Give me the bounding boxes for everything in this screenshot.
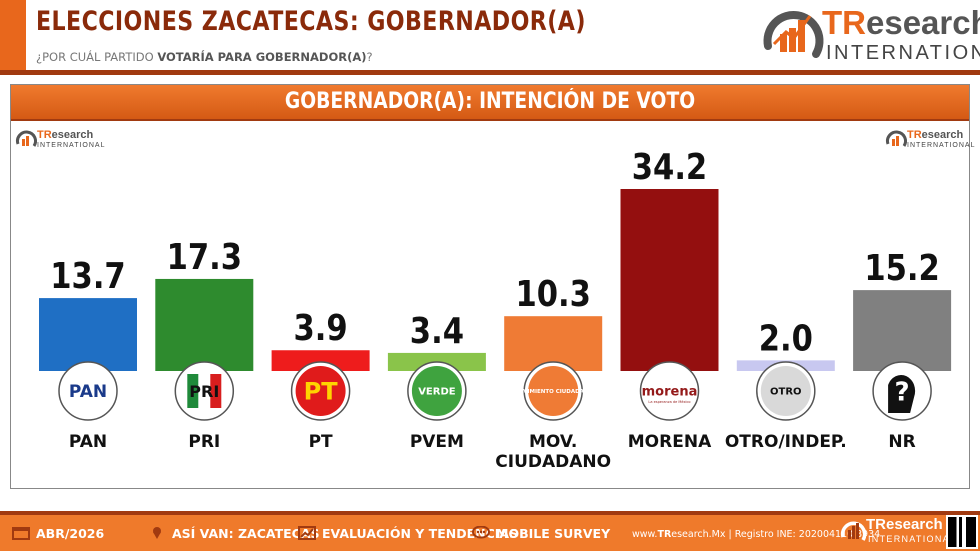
- category-label: NR: [888, 432, 915, 452]
- category-label: MORENA: [628, 432, 712, 452]
- logo-subtext: INTERNATIONAL: [826, 42, 980, 64]
- mini-logo-text: TResearch: [37, 129, 94, 141]
- footer-item-mobile-survey-text: MOBILE SURVEY: [496, 526, 611, 541]
- badge-fill: [411, 366, 462, 416]
- chart-title: GOBERNADOR(A): INTENCIÓN DE VOTO: [284, 89, 696, 114]
- data-label: 10.3: [515, 273, 590, 315]
- pvem-logo-icon: VERDE: [407, 361, 467, 421]
- subtitle-lead: ¿POR CUÁL PARTIDO: [36, 50, 158, 64]
- page-subtitle: ¿POR CUÁL PARTIDO VOTARÍA PARA GOBERNADO…: [36, 50, 373, 64]
- tresearch-footer-icon: [840, 521, 866, 541]
- badge-text: MOVIMIENTO CIUDADANO: [513, 389, 593, 395]
- footer-item-asi-van-text: ASÍ VAN: ZACATECAS: [172, 526, 320, 541]
- badge-text: VERDE: [418, 387, 456, 398]
- badge-text: ?: [895, 377, 910, 407]
- tresearch-swoosh-icon: [763, 10, 824, 58]
- data-label: 17.3: [167, 236, 242, 278]
- bar-pri: [155, 278, 254, 371]
- category-label: CIUDADANO: [495, 452, 611, 472]
- mini-logo-text: TResearch: [907, 129, 964, 141]
- site-bold: TR: [657, 529, 672, 540]
- badge-text: OTRO: [770, 387, 802, 398]
- badge-text: PAN: [69, 382, 107, 402]
- pri-green-stripe: [187, 374, 199, 408]
- mini-logo-right: TResearch INTERNATIONAL: [885, 129, 975, 153]
- footer-logo-text: TResearch: [866, 516, 943, 533]
- tresearch-mini-icon: [16, 130, 37, 147]
- chart-trend-icon: [298, 526, 316, 540]
- calendar-icon: [12, 527, 30, 540]
- mini-logo-left: TResearch INTERNATIONAL: [15, 129, 105, 153]
- badge-fill: [63, 366, 113, 416]
- footer-item-evaluacion: EVALUACIÓN Y TENDENCIAS: [298, 526, 518, 541]
- footer-item-asi-van: ASÍ VAN: ZACATECAS: [148, 526, 320, 541]
- otro-logo-icon: OTRO: [756, 361, 816, 421]
- bar-chart: 13.7 PAN PAN 17.3 PRI PRI 3.9 PT PT 3.4 VERDE PVEM 1…: [39, 146, 952, 472]
- pt-logo-icon: PT: [290, 361, 351, 421]
- mini-logo-subtext: INTERNATIONAL: [907, 142, 976, 149]
- badge-fill: [760, 366, 811, 416]
- badge-fill: [644, 366, 695, 416]
- chat-bubble-icon: [472, 526, 490, 539]
- header: ELECCIONES ZACATECAS: GOBERNADOR(A) ¿POR…: [0, 0, 980, 70]
- category-label: MOV.: [529, 432, 577, 452]
- pan-logo-icon: PAN: [58, 361, 118, 421]
- registro-ine: | Registro INE: 202004110I8934: [725, 529, 881, 540]
- head-silhouette: [888, 374, 916, 413]
- category-label: OTRO/INDEP.: [725, 432, 847, 452]
- mini-logo-subtext: INTERNATIONAL: [37, 142, 106, 149]
- tresearch-mini-icon: [886, 130, 907, 147]
- data-label: 3.9: [294, 307, 348, 349]
- bar-nr: [853, 290, 952, 371]
- header-accent-bar: [0, 0, 26, 70]
- badge-text: morena: [642, 385, 698, 400]
- category-label: PAN: [69, 432, 107, 452]
- footer-item-mobile-survey: MOBILE SURVEY: [472, 526, 610, 541]
- badge-subtext: La esperanza de México: [648, 400, 690, 404]
- logo-text: TResearch: [822, 4, 980, 41]
- badge-fill: [295, 366, 346, 416]
- tresearch-logo: TResearch INTERNATIONAL: [760, 2, 980, 68]
- question-head-icon: ?: [872, 361, 932, 421]
- bar-morena: [620, 189, 719, 371]
- footer-date-text: ABR/2026: [36, 526, 105, 541]
- site-prefix: www.: [632, 529, 658, 540]
- footer-logo: TResearch INTERNATIONAL: [840, 515, 955, 549]
- footer-logo-subtext: INTERNATIONAL: [868, 534, 957, 544]
- category-label: PRI: [188, 432, 220, 452]
- qr-code-icon: [946, 515, 978, 549]
- category-label: PT: [309, 432, 333, 452]
- subtitle-bold: VOTARÍA PARA GOBERNADOR(A): [157, 50, 367, 64]
- mc-logo-icon: MOVIMIENTO CIUDADANO: [513, 361, 594, 421]
- bar-pt: [271, 350, 370, 371]
- chart-panel: GOBERNADOR(A): INTENCIÓN DE VOTO TResear…: [10, 84, 975, 489]
- footer: ABR/2026 ASÍ VAN: ZACATECAS EVALUACIÓN Y…: [0, 511, 980, 551]
- panel-header: GOBERNADOR(A): INTENCIÓN DE VOTO: [11, 85, 969, 121]
- badge-fill: [528, 366, 579, 416]
- pri-red-stripe: [210, 374, 222, 408]
- data-label: 13.7: [50, 255, 125, 297]
- badge-text: PT: [304, 378, 339, 406]
- header-rule: [0, 70, 980, 75]
- data-label: 3.4: [410, 310, 464, 352]
- footer-item-evaluacion-text: EVALUACIÓN Y TENDENCIAS: [322, 526, 519, 541]
- badge-text: PRI: [189, 382, 219, 401]
- page-title: ELECCIONES ZACATECAS: GOBERNADOR(A): [36, 6, 586, 37]
- data-label: 15.2: [864, 247, 939, 289]
- pri-logo-icon: PRI: [174, 361, 235, 421]
- data-label: 2.0: [759, 317, 813, 359]
- data-label: 34.2: [632, 146, 707, 188]
- bar-pan: [39, 298, 137, 371]
- map-pin-icon: [153, 527, 161, 539]
- category-label: PVEM: [410, 432, 464, 452]
- footer-date: ABR/2026: [12, 526, 104, 541]
- site-suffix: esearch.Mx: [671, 529, 726, 540]
- subtitle-tail: ?: [366, 50, 373, 64]
- footer-site: www.TResearch.Mx | Registro INE: 2020041…: [632, 529, 880, 540]
